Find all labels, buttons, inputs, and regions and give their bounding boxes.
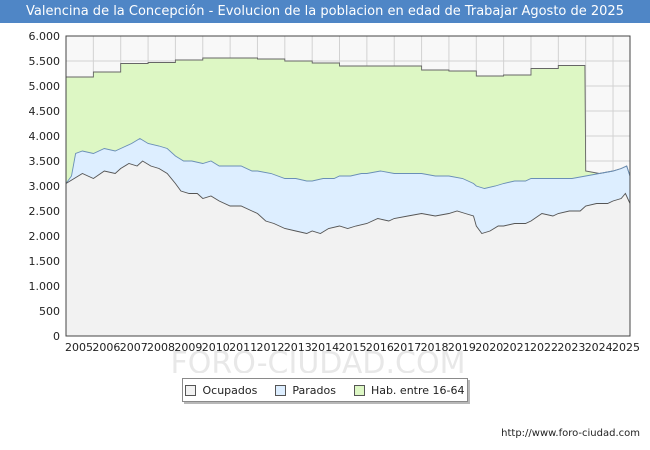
x-tick-label: 2013 bbox=[284, 341, 312, 354]
x-tick-label: 2025 bbox=[612, 341, 640, 354]
x-tick-label: 2009 bbox=[174, 341, 202, 354]
x-tick-label: 2024 bbox=[585, 341, 613, 354]
series-areas bbox=[66, 58, 630, 336]
legend-item-habitantes: Hab. entre 16-64 bbox=[353, 383, 465, 397]
watermark: FORO-CIUDAD.COM bbox=[171, 346, 466, 373]
legend-label-parados: Parados bbox=[292, 383, 336, 397]
x-tick-label: 2011 bbox=[229, 341, 257, 354]
legend-swatch-parados bbox=[275, 384, 287, 396]
y-tick-label: 1.500 bbox=[29, 255, 61, 268]
line-ocupados bbox=[65, 160, 631, 235]
x-tick-label: 2019 bbox=[448, 341, 476, 354]
x-tick-label: 2007 bbox=[120, 341, 148, 354]
legend: Ocupados Parados Hab. entre 16-64 bbox=[182, 378, 468, 402]
y-tick-label: 500 bbox=[39, 305, 60, 318]
legend-item-parados: Parados bbox=[275, 384, 336, 397]
y-tick-label: 5.000 bbox=[29, 80, 61, 93]
series-lines bbox=[65, 57, 631, 235]
x-tick-label: 2020 bbox=[475, 341, 503, 354]
x-tick-label: 2017 bbox=[393, 341, 421, 354]
x-tick-label: 2008 bbox=[147, 341, 175, 354]
x-tick-label: 2015 bbox=[339, 341, 367, 354]
chart-area: FORO-CIUDAD.COM 0 500 1.000 1.500 2.000 2.500… bbox=[29, 30, 641, 373]
x-tick-label: 2023 bbox=[557, 341, 585, 354]
x-tick-label: 2022 bbox=[530, 341, 558, 354]
line-parados bbox=[65, 137, 631, 189]
legend-swatch-habitantes bbox=[353, 384, 365, 396]
y-tick-label: 4.500 bbox=[29, 105, 61, 118]
legend-label-ocupados: Ocupados bbox=[202, 383, 258, 397]
plot-frame bbox=[65, 35, 631, 337]
chart-title: Valencina de la Concepción - Evolucion d… bbox=[0, 0, 650, 23]
y-tick-label: 4.000 bbox=[29, 130, 61, 143]
x-tick-label: 2014 bbox=[311, 341, 339, 354]
y-tick-label: 1.000 bbox=[29, 280, 61, 293]
x-tick-label: 2005 bbox=[65, 341, 93, 354]
y-tick-label: 5.500 bbox=[29, 55, 61, 68]
legend-swatch-ocupados bbox=[185, 384, 197, 396]
x-axis: 2005 2006 2007 2008 2009 2010 2011 2012 2013 2014… bbox=[65, 341, 640, 354]
y-tick-label: 2.000 bbox=[29, 230, 61, 243]
x-tick-label: 2012 bbox=[256, 341, 284, 354]
x-tick-label: 2021 bbox=[503, 341, 531, 354]
line-habitantes bbox=[66, 57, 631, 177]
y-tick-label: 2.500 bbox=[29, 205, 61, 218]
x-tick-label: 2006 bbox=[92, 341, 120, 354]
x-tick-label: 2016 bbox=[366, 341, 394, 354]
y-tick-label: 0 bbox=[53, 330, 60, 343]
area-ocupados bbox=[66, 161, 630, 336]
legend-label-habitantes: Hab. entre 16-64 bbox=[370, 383, 465, 397]
x-tick-label: 2010 bbox=[202, 341, 230, 354]
source-url[interactable]: http://www.foro-ciudad.com bbox=[501, 428, 640, 439]
y-tick-label: 3.000 bbox=[29, 180, 61, 193]
y-axis: 0 500 1.000 1.500 2.000 2.500 3.000 3.500 4.000 4… bbox=[29, 30, 61, 343]
y-tick-label: 3.500 bbox=[29, 155, 61, 168]
legend-item-ocupados: Ocupados bbox=[185, 384, 257, 397]
y-tick-label: 6.000 bbox=[29, 30, 61, 43]
x-tick-label: 2018 bbox=[421, 341, 449, 354]
